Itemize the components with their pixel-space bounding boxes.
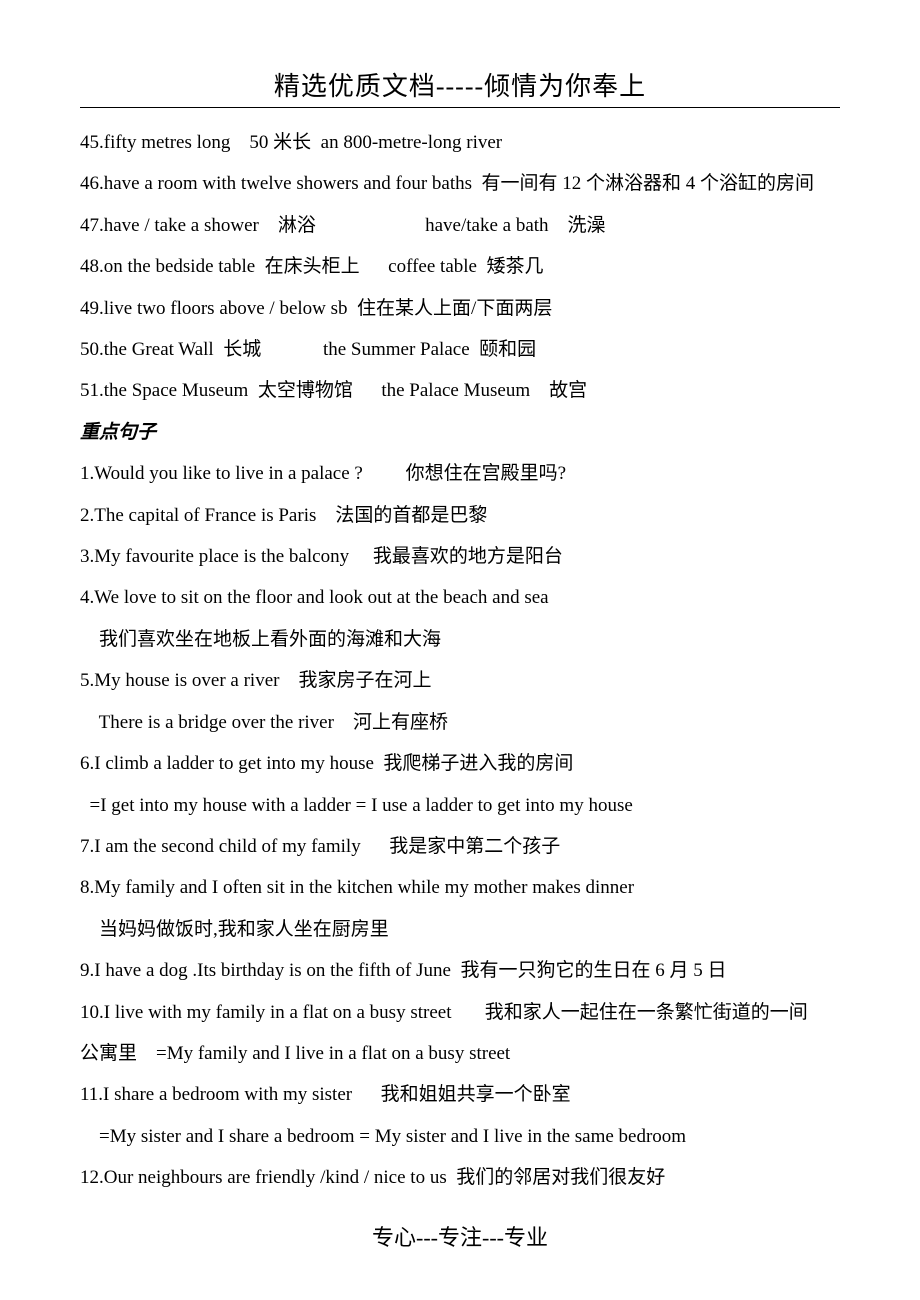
content-line: 7.I am the second child of my family 我是家… <box>80 826 840 867</box>
content-line: 6.I climb a ladder to get into my house … <box>80 743 840 784</box>
content-line: 46.have a room with twelve showers and f… <box>80 163 840 204</box>
content-line: 3.My favourite place is the balcony 我最喜欢… <box>80 536 840 577</box>
page-header: 精选优质文档-----倾情为你奉上 <box>0 0 920 103</box>
content-line: 8.My family and I often sit in the kitch… <box>80 867 840 908</box>
content-line: 50.the Great Wall 长城 the Summer Palace 颐… <box>80 329 840 370</box>
content-line: =My sister and I share a bedroom = My si… <box>80 1116 840 1157</box>
content-line: 51.the Space Museum 太空博物馆 the Palace Mus… <box>80 370 840 411</box>
content-body: 45.fifty metres long 50 米长 an 800-metre-… <box>80 122 840 1199</box>
content-line: 12.Our neighbours are friendly /kind / n… <box>80 1157 840 1198</box>
content-line: There is a bridge over the river 河上有座桥 <box>80 702 840 743</box>
content-line: 1.Would you like to live in a palace ? 你… <box>80 453 840 494</box>
content-line: 11.I share a bedroom with my sister 我和姐姐… <box>80 1074 840 1115</box>
page-footer: 专心---专注---专业 <box>0 1220 920 1252</box>
content-line: 45.fifty metres long 50 米长 an 800-metre-… <box>80 122 840 163</box>
content-line: 49.live two floors above / below sb 住在某人… <box>80 288 840 329</box>
content-line: 47.have / take a shower 淋浴 have/take a b… <box>80 205 840 246</box>
header-title: 精选优质文档-----倾情为你奉上 <box>274 72 646 101</box>
content-line: 4.We love to sit on the floor and look o… <box>80 577 840 618</box>
content-line: =I get into my house with a ladder = I u… <box>80 785 840 826</box>
content-line: 9.I have a dog .Its birthday is on the f… <box>80 950 840 991</box>
content-line: 公寓里 =My family and I live in a flat on a… <box>80 1033 840 1074</box>
section-heading: 重点句子 <box>80 412 840 453</box>
footer-text: 专心---专注---专业 <box>372 1225 548 1250</box>
content-line: 当妈妈做饭时,我和家人坐在厨房里 <box>80 909 840 950</box>
content-line: 48.on the bedside table 在床头柜上 coffee tab… <box>80 246 840 287</box>
content-line: 我们喜欢坐在地板上看外面的海滩和大海 <box>80 619 840 660</box>
content-line: 2.The capital of France is Paris 法国的首都是巴… <box>80 495 840 536</box>
header-rule <box>80 107 840 108</box>
content-line: 5.My house is over a river 我家房子在河上 <box>80 660 840 701</box>
content-line: 10.I live with my family in a flat on a … <box>80 992 840 1033</box>
